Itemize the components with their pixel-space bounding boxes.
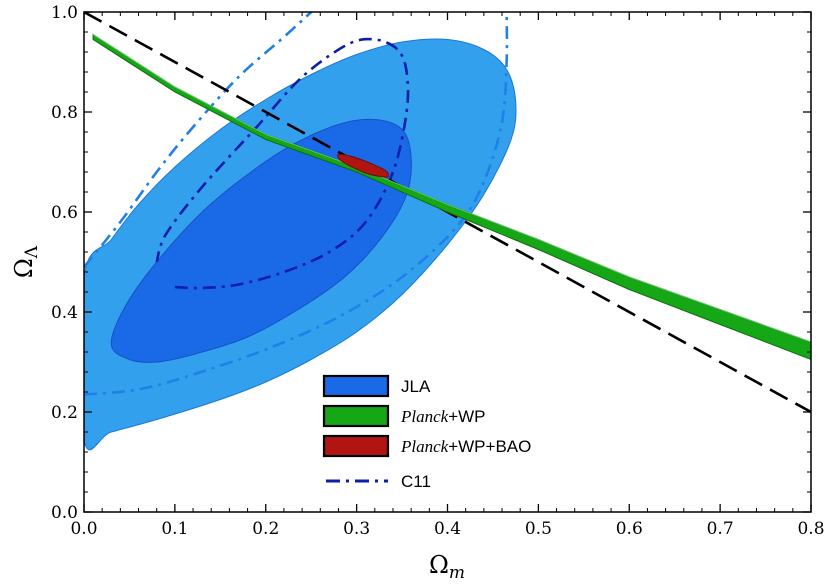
c11-inner-contour: [155, 37, 410, 290]
y-tick-label: 0.2: [51, 403, 78, 423]
x-tick-label: 0.5: [525, 519, 552, 539]
y-tick-label: 0.0: [51, 503, 78, 523]
legend-label-jla: JLA: [401, 377, 431, 396]
x-tick-label: 0.1: [161, 519, 188, 539]
x-tick-label: 0.0: [70, 519, 97, 539]
y-axis-title: ΩΛ: [10, 245, 42, 278]
y-tick-label: 0.4: [51, 303, 78, 323]
x-tick-label: 0.3: [343, 519, 370, 539]
legend-swatch-jla: [322, 374, 390, 398]
legend-swatch-planck-wp: [322, 404, 390, 428]
tick-layer: 0.0 0.1 0.2 0.3 0.4 0.5 0.6 0.7 0.8 0.0 0.2 0.4 0.6 0…: [51, 3, 825, 539]
legend-swatch-planck-wp-bao: [322, 434, 390, 458]
planck-wp-band-highlight: [92, 34, 811, 343]
c11-outer-contour: [84, 12, 509, 396]
planck-wp-bao-contour: [337, 153, 389, 178]
legend: JLA Planck+WP Planck+WP+BAO C11: [322, 374, 531, 491]
x-tick-label: 0.6: [616, 519, 643, 539]
c11-outer-contour-left: [84, 12, 313, 268]
y-tick-label: 1.0: [51, 3, 78, 23]
plot-layer: [84, 12, 811, 451]
x-tick-label: 0.7: [707, 519, 734, 539]
x-tick-label: 0.4: [434, 519, 461, 539]
x-tick-label: 0.8: [797, 519, 824, 539]
x-axis-title: Ωm: [429, 551, 465, 583]
legend-label-c11: C11: [401, 472, 431, 491]
y-tick-label: 0.8: [51, 103, 78, 123]
x-tick-label: 0.2: [252, 519, 279, 539]
jla-inner-contour: [110, 118, 412, 363]
legend-label-planck-wp: Planck+WP: [400, 407, 486, 426]
y-tick-label: 0.6: [51, 203, 78, 223]
legend-label-planck-wp-bao: Planck+WP+BAO: [400, 437, 531, 456]
